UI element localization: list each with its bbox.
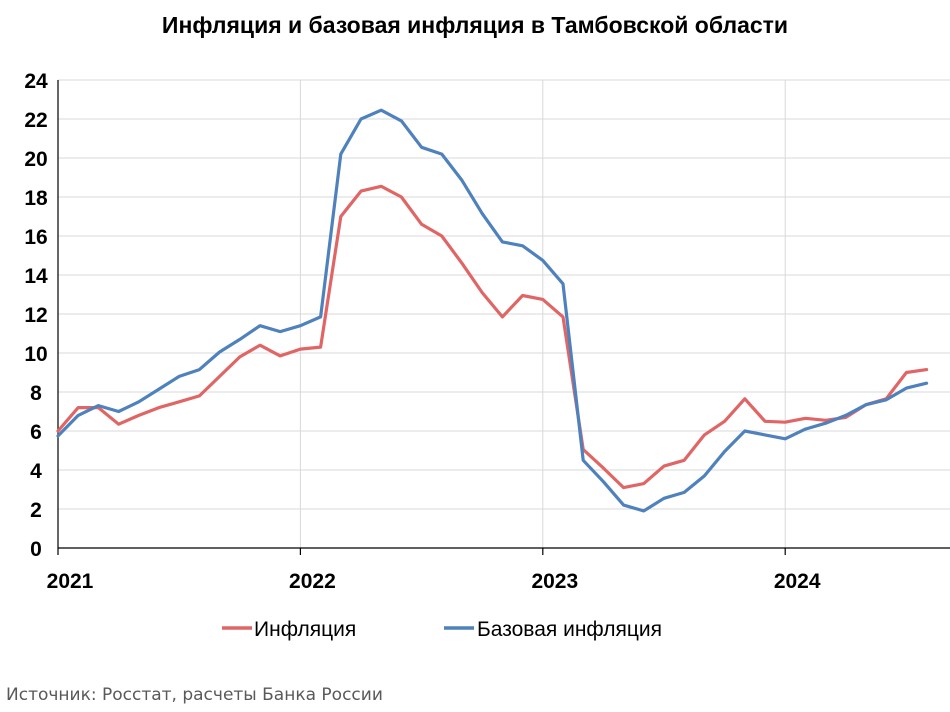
- y-tick-label: 8: [30, 382, 42, 405]
- legend-label-1: Базовая инфляция: [477, 618, 662, 641]
- y-tick-label: 20: [24, 148, 47, 171]
- y-tick-label: 12: [24, 304, 47, 327]
- x-tick-label: 2022: [289, 570, 336, 593]
- series-lines: [56, 108, 929, 513]
- y-tick-label: 2: [30, 499, 42, 522]
- y-tick-label: 14: [24, 265, 48, 288]
- series-line-1: [56, 108, 929, 513]
- y-tick-label: 22: [24, 109, 47, 132]
- x-tick-label: 2021: [47, 570, 94, 593]
- x-tick-label: 2024: [774, 570, 821, 593]
- grid-lines: [58, 79, 950, 548]
- y-tick-label: 24: [24, 70, 48, 93]
- y-tick-label: 18: [24, 187, 48, 210]
- source-note: Источник: Росстат, расчеты Банка России: [6, 685, 383, 705]
- x-tick-label: 2023: [531, 570, 578, 593]
- y-tick-label: 4: [30, 460, 42, 483]
- y-tick-label: 6: [30, 421, 42, 444]
- series-line-0: [56, 184, 929, 490]
- legend: Инфляция Базовая инфляция: [222, 618, 662, 641]
- chart-title: Инфляция и базовая инфляция в Тамбовской…: [161, 12, 789, 38]
- legend-label-0: Инфляция: [254, 618, 356, 641]
- y-tick-label: 16: [24, 226, 47, 249]
- y-tick-label: 10: [24, 343, 47, 366]
- y-tick-label: 0: [30, 538, 42, 561]
